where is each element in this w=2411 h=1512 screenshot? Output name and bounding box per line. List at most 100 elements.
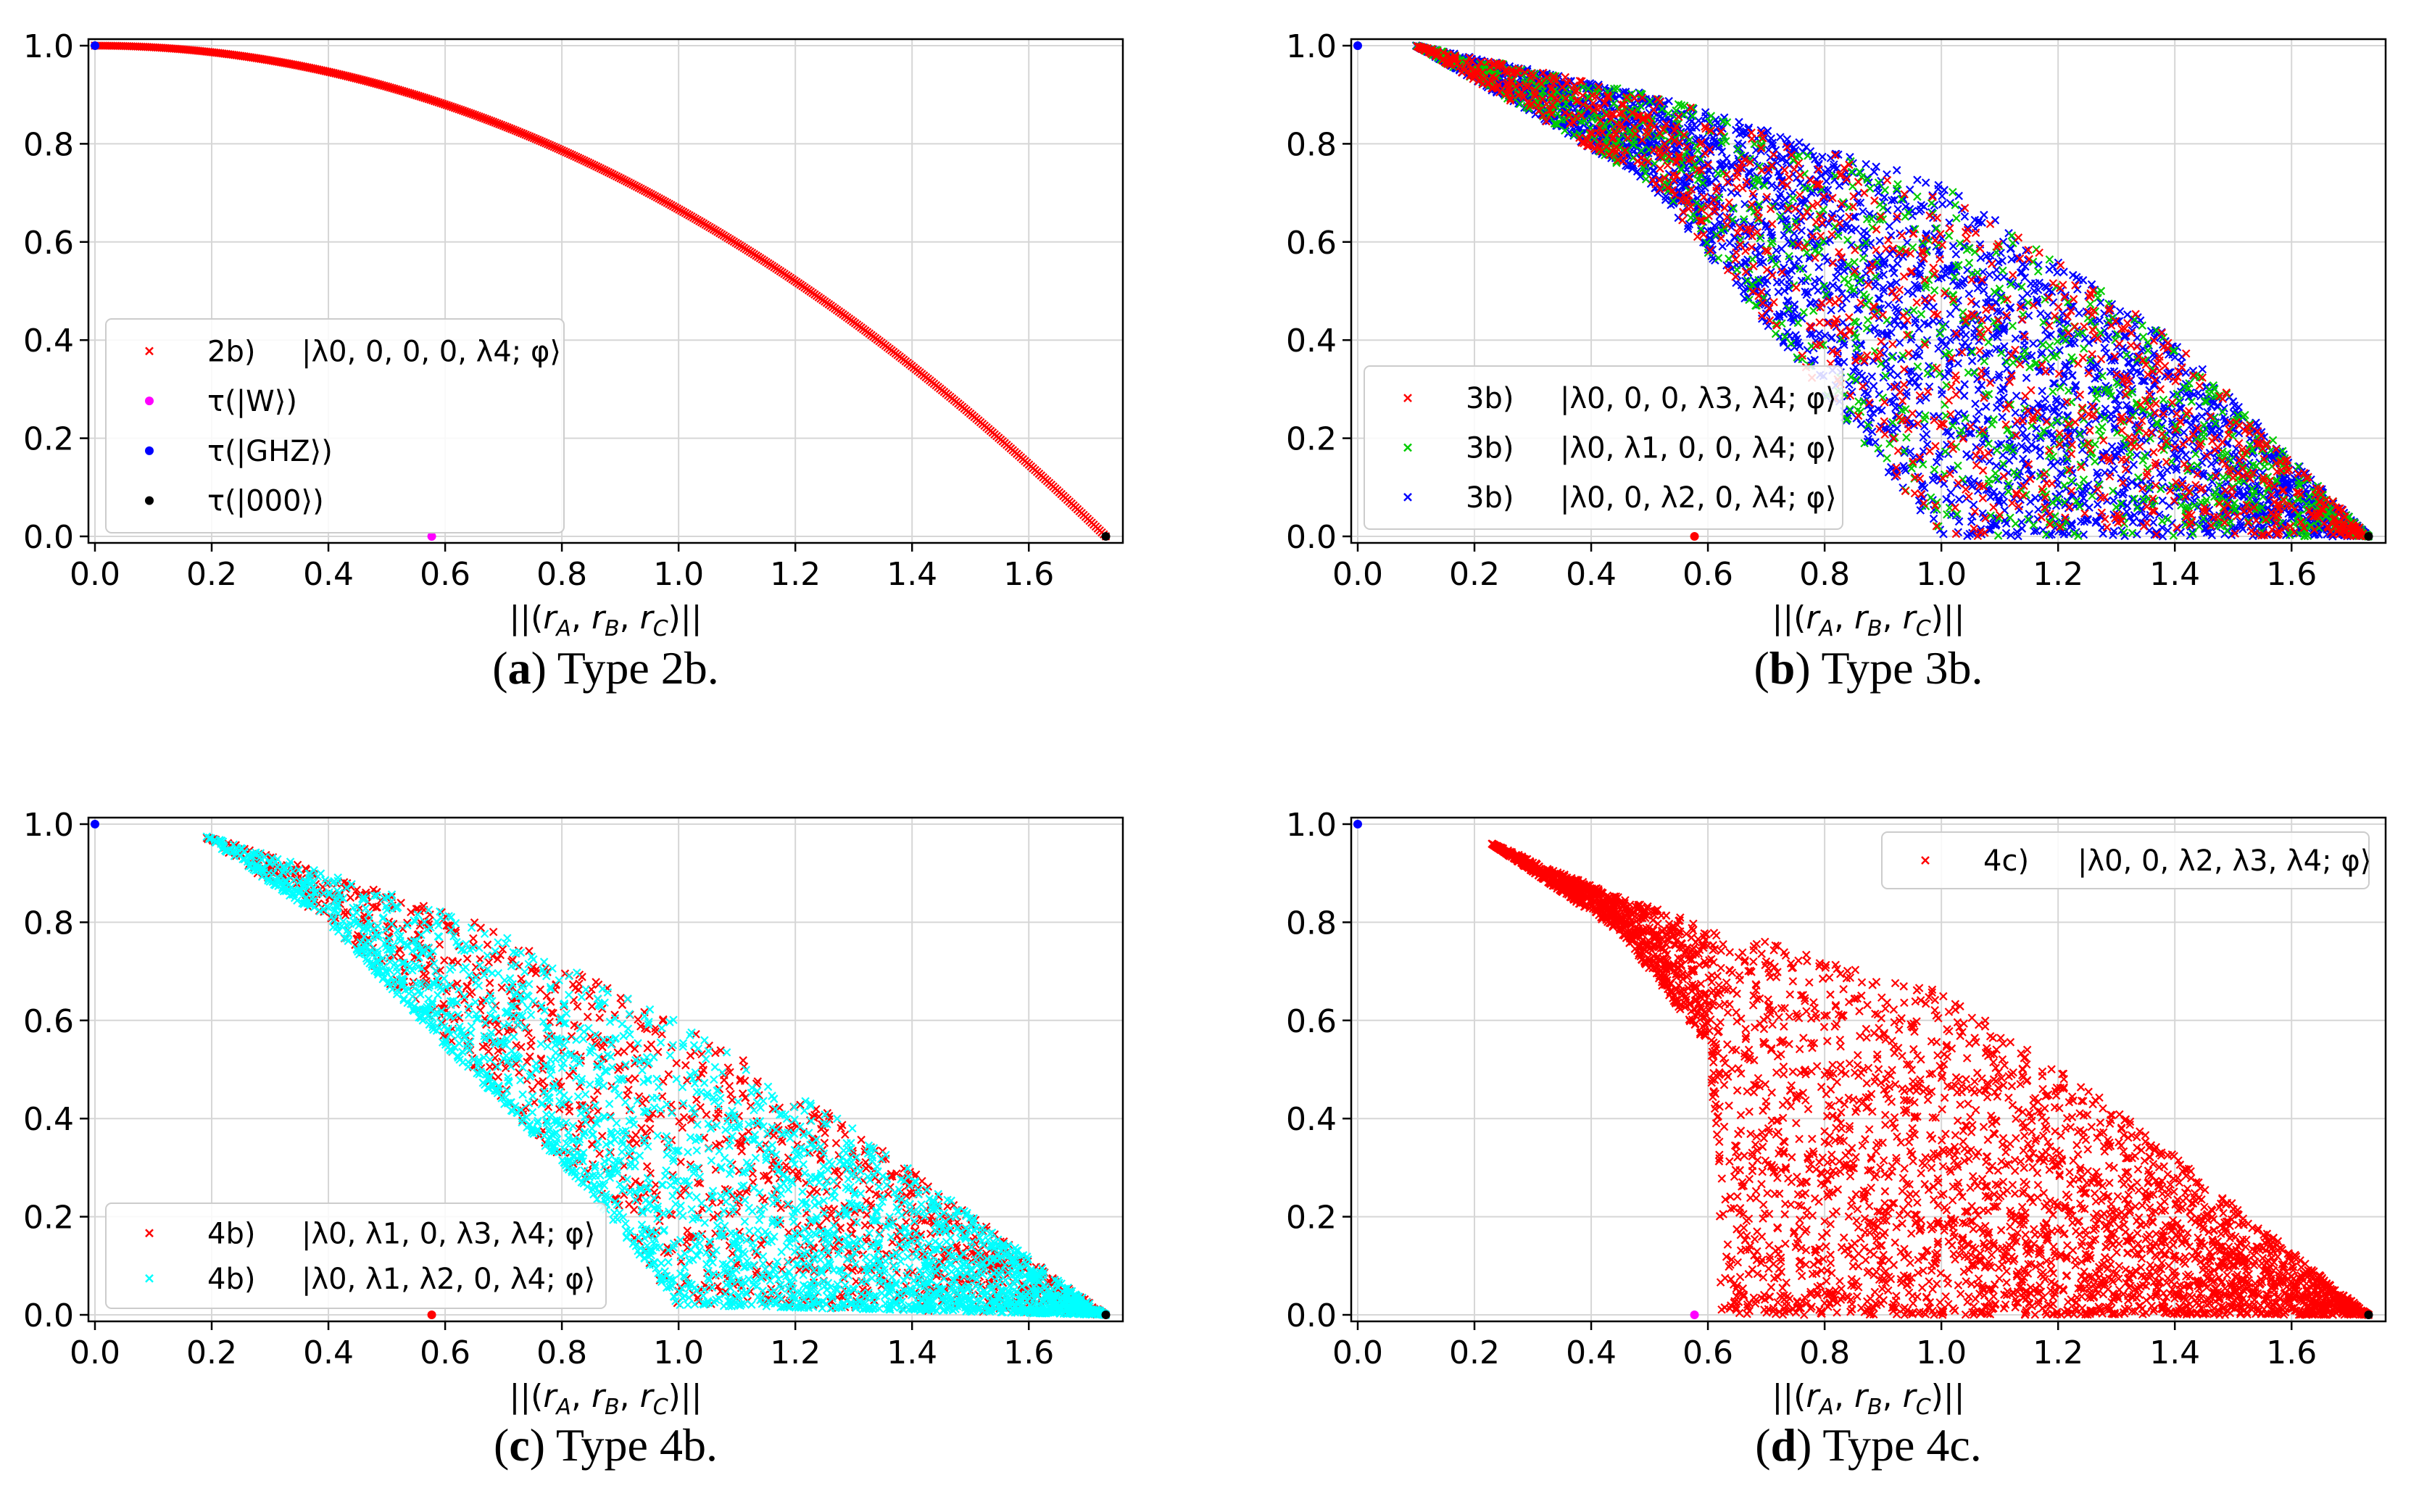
x-tick-label: 1.6: [1003, 556, 1054, 593]
data-point-3b): [1951, 249, 1961, 259]
data-point-3b): [1913, 362, 1922, 371]
data-point-3b): [2022, 289, 2032, 298]
data-point-3b): [1954, 461, 1962, 470]
legend-label: τ(|000⟩): [207, 485, 324, 518]
data-point-3b): [2169, 449, 2178, 458]
data-point-3b): [1964, 368, 1973, 377]
legend-marker-dot: [145, 496, 154, 505]
data-point-3b): [2169, 531, 2178, 540]
data-point-3b): [2036, 445, 2045, 454]
data-point-3b): [2119, 499, 2128, 508]
data-point-3b): [2036, 452, 2045, 460]
data-point-3b): [1929, 514, 1938, 523]
data-point-3b): [1954, 359, 1962, 367]
data-point-3b): [2026, 497, 2035, 506]
data-point-3b): [2260, 462, 2269, 471]
data-point-3b): [1954, 409, 1963, 418]
data-point-3b): [1725, 254, 1733, 263]
data-point-3b): [2058, 309, 2067, 318]
data-point-3b): [1840, 275, 1848, 284]
data-point-3b): [2101, 404, 2110, 413]
data-point-3b): [1859, 254, 1868, 262]
data-point-3b): [1893, 204, 1902, 214]
data-point-3b): [2032, 526, 2041, 536]
data-point-3b): [1998, 412, 2007, 422]
data-point-3b): [1862, 324, 1872, 333]
data-point-3b): [1867, 372, 1877, 381]
data-point-3b): [1885, 281, 1895, 289]
data-point-3b): [1993, 446, 2001, 454]
legend: 2b) |λ0, 0, 0, 0, λ4; φ⟩τ(|W⟩)τ(|GHZ⟩)τ(|…: [105, 318, 565, 533]
data-point-3b): [2078, 404, 2087, 414]
x-axis-label: ||(rA, rB, rC)||: [510, 599, 702, 641]
data-point-3b): [2115, 307, 2125, 316]
x-tick-label: 0.4: [303, 556, 354, 593]
data-point-3b): [1985, 475, 1993, 484]
legend-marker-dot: [145, 446, 154, 455]
data-point-3b): [2112, 503, 2121, 512]
data-point-3b): [2034, 505, 2043, 514]
data-point-3b): [2096, 298, 2105, 307]
data-point-3b): [1776, 133, 1785, 141]
data-point-3b): [2029, 339, 2038, 348]
legend-label: τ(|W⟩): [207, 385, 297, 418]
data-point-3b): [1982, 402, 1991, 411]
data-point-3b): [1992, 403, 2001, 412]
data-point-3b): [1883, 315, 1891, 325]
data-point-3b): [1992, 461, 2001, 470]
data-point-3b): [1788, 194, 1798, 203]
data-point-3b): [1864, 315, 1872, 325]
state-point: [91, 41, 99, 50]
data-point-3b): [1774, 288, 1783, 296]
data-point-3b): [1804, 288, 1812, 296]
data-point-3b): [1799, 308, 1809, 317]
data-point-3b): [1888, 263, 1898, 273]
data-point-3b): [2085, 503, 2093, 512]
data-point-3b): [2012, 391, 2021, 400]
data-point-3b): [1767, 239, 1776, 248]
data-point-3b): [1913, 175, 1922, 184]
x-axis: 0.0 0.2 0.4 0.6 0.8 1.0 1.2 1.4 1.6: [70, 543, 1054, 593]
data-point-3b): [2128, 518, 2138, 526]
y-tick-label: 0.2: [23, 421, 74, 458]
data-point-3b): [1869, 381, 1878, 391]
data-point-3b): [1902, 433, 1911, 442]
data-point-3b): [1927, 199, 1936, 208]
data-point-3b): [1995, 370, 2004, 379]
data-point-3b): [1957, 426, 1966, 436]
data-point-3b): [2017, 441, 2026, 451]
legend-label-type: 2b): [207, 335, 255, 368]
data-point-3b): [2094, 425, 2104, 434]
data-point-3b): [2163, 515, 2173, 524]
data-point-3b): [1949, 241, 1958, 251]
data-point-3b): [1893, 186, 1901, 195]
data-point-3b): [1880, 186, 1890, 195]
data-point-3b): [1999, 266, 2007, 275]
data-point-3b): [2033, 267, 2043, 276]
data-point-3b): [1722, 154, 1731, 163]
data-point-3b): [2122, 350, 2131, 360]
data-point-3b): [1872, 162, 1880, 171]
data-point-3b): [2075, 309, 2083, 317]
state-point: [1101, 532, 1111, 541]
data-point-3b): [1636, 172, 1645, 181]
data-point-3b): [2128, 494, 2137, 504]
data-point-3b): [1718, 242, 1727, 251]
data-point-3b): [1993, 531, 2003, 540]
data-point-3b): [1883, 454, 1891, 462]
data-point-3b): [1810, 282, 1819, 291]
axes-frame: [87, 38, 1124, 544]
panel-caption: (a) Type 2b.: [492, 642, 719, 694]
data-point-3b): [1983, 314, 1992, 323]
data-point-3b): [1777, 244, 1786, 254]
data-point-3b): [1991, 216, 2000, 225]
legend-marker-x: [145, 346, 154, 356]
x-tick-label: 0.6: [420, 556, 470, 593]
data-point-3b): [2117, 474, 2125, 483]
data-point-3b): [2053, 268, 2062, 277]
data-point-3b): [1922, 440, 1932, 449]
data-point-3b): [1820, 252, 1830, 262]
data-point-3b): [2068, 370, 2077, 380]
legend-marker-dot: [145, 396, 154, 406]
